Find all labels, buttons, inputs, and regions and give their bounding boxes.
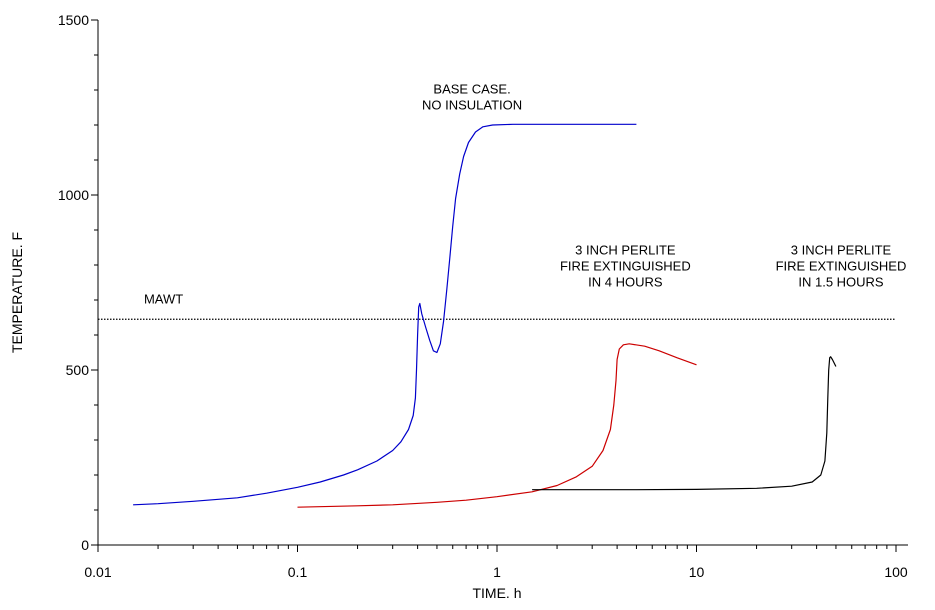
y-tick-label: 1000 <box>58 187 89 203</box>
annotation-text: FIRE EXTINGUISHED <box>560 259 691 274</box>
series-line-2 <box>297 343 697 508</box>
x-tick-label: 100 <box>884 564 908 580</box>
annotation-text: IN 4 HOURS <box>588 275 663 290</box>
series-lines <box>133 123 837 508</box>
annotation-text: IN 1.5 HOURS <box>798 275 884 290</box>
annotation-text: 3 INCH PERLITE <box>575 243 676 258</box>
annotation-text: BASE CASE. <box>433 82 510 97</box>
y-tick-label: 1500 <box>58 12 89 28</box>
x-tick-label: 0.1 <box>288 564 308 580</box>
y-tick-label: 0 <box>81 537 89 553</box>
annotation-text: NO INSULATION <box>422 98 522 113</box>
y-tick-label: 500 <box>66 362 90 378</box>
annotation-text: FIRE EXTINGUISHED <box>776 259 907 274</box>
series-line-3 <box>532 356 837 491</box>
annotation-text: 3 INCH PERLITE <box>791 243 892 258</box>
x-axis-label: TIME. h <box>472 585 521 601</box>
x-tick-label: 10 <box>689 564 705 580</box>
series-line-1 <box>133 123 637 506</box>
x-tick-label: 1 <box>493 564 501 580</box>
annotation-text: MAWT <box>144 292 183 307</box>
y-axis-label: TEMPERATURE. F <box>9 232 25 353</box>
x-tick-label: 0.01 <box>84 564 111 580</box>
